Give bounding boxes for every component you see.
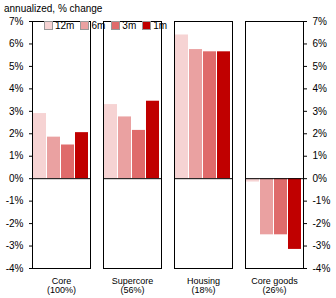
svg-text:4%: 4%	[313, 83, 328, 94]
svg-text:7%: 7%	[313, 16, 328, 27]
svg-text:Supercore(56%): Supercore(56%)	[112, 276, 154, 295]
svg-text:6%: 6%	[9, 38, 24, 49]
svg-text:3%: 3%	[313, 106, 328, 117]
svg-text:-2%: -2%	[313, 218, 331, 229]
svg-text:2%: 2%	[313, 128, 328, 139]
svg-text:5%: 5%	[313, 61, 328, 72]
html-text:12m: 12m	[55, 20, 75, 31]
svg-text:2%: 2%	[9, 128, 24, 139]
svg-text:-3%: -3%	[6, 240, 24, 251]
svg-text:-1%: -1%	[6, 195, 24, 206]
svg-text:Housing(18%): Housing(18%)	[187, 276, 220, 295]
svg-text:6%: 6%	[313, 38, 328, 49]
svg-text:1%: 1%	[313, 150, 328, 161]
svg-text:Core goods(26%): Core goods(26%)	[251, 276, 298, 295]
svg-text:7%: 7%	[9, 16, 24, 27]
html-text:6m: 6m	[91, 20, 106, 31]
html-text:3m: 3m	[122, 20, 137, 31]
svg-text:5%: 5%	[9, 61, 24, 72]
svg-text:0%: 0%	[9, 173, 24, 184]
svg-text:-4%: -4%	[6, 263, 24, 274]
svg-text:-4%: -4%	[313, 263, 331, 274]
svg-text:Core(100%): Core(100%)	[47, 276, 76, 295]
svg-text:-3%: -3%	[313, 240, 331, 251]
svg-text:4%: 4%	[9, 83, 24, 94]
html-text:1m: 1m	[153, 20, 168, 31]
svg-text:1%: 1%	[9, 150, 24, 161]
svg-text:0%: 0%	[313, 173, 328, 184]
svg-text:-2%: -2%	[6, 218, 24, 229]
svg-text:3%: 3%	[9, 106, 24, 117]
svg-text:-1%: -1%	[313, 195, 331, 206]
html-text:annualized, % change: annualized, % change	[4, 3, 103, 14]
